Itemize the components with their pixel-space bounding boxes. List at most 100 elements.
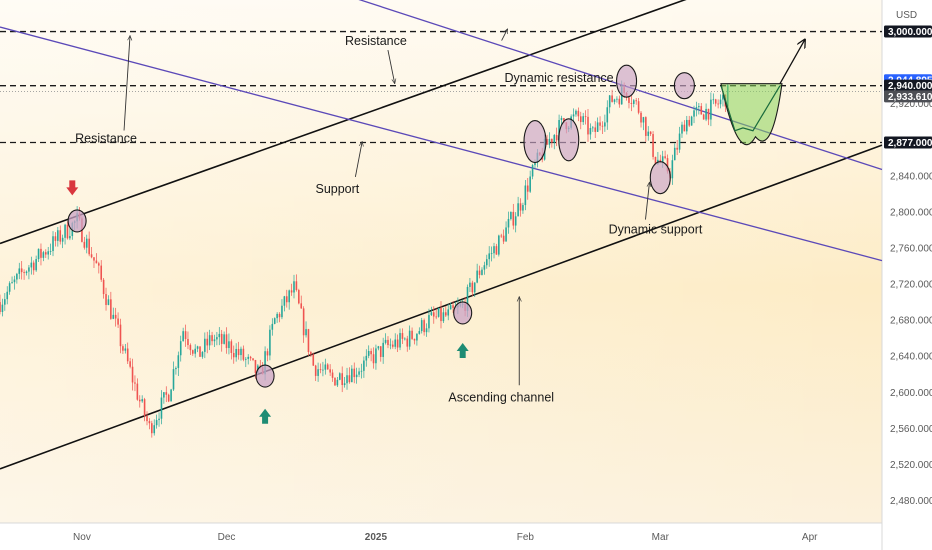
price-tag[interactable] (884, 25, 932, 38)
candle-body (141, 399, 143, 402)
candle-body (498, 235, 500, 255)
candle-body (273, 318, 276, 324)
touch-point-circle[interactable] (453, 301, 473, 325)
candle-body (90, 254, 93, 258)
candle-body (488, 253, 490, 260)
candle-body (341, 373, 343, 386)
touch-point-circle[interactable] (67, 209, 87, 233)
candle-body (642, 117, 645, 123)
candle-body (584, 116, 587, 118)
candle-body (582, 116, 584, 123)
buy-signal-arrow[interactable] (259, 408, 272, 424)
candle-body (245, 358, 247, 360)
trendline[interactable] (0, 0, 786, 245)
candle-body (194, 348, 196, 354)
sell-signal-arrow[interactable] (66, 180, 79, 196)
w-pattern-zone[interactable] (720, 83, 783, 146)
candle-body (223, 334, 225, 344)
buy-signal-arrow[interactable] (456, 342, 469, 358)
candle-body (589, 128, 592, 135)
price-tag[interactable] (884, 136, 932, 149)
candle-body (678, 133, 681, 150)
candle-body (42, 252, 45, 258)
candle-body (211, 335, 213, 342)
candle-body (16, 273, 18, 280)
candle-body (592, 127, 594, 129)
candle-body (64, 224, 66, 238)
candle-body (249, 356, 252, 359)
candle-body (411, 330, 413, 339)
candle-body (712, 99, 715, 101)
candle-body (360, 370, 363, 372)
candle-body (172, 369, 175, 390)
breakout-projection-arrow[interactable] (779, 40, 805, 84)
candle-body (230, 341, 233, 353)
candle-body (66, 224, 69, 239)
candle-body (35, 259, 37, 271)
reaction-zone-oval[interactable] (649, 161, 671, 195)
candle-body (44, 252, 47, 255)
candle-body (413, 338, 416, 341)
candle-body (61, 237, 64, 242)
annotation-pointer (501, 29, 509, 41)
candle-body (353, 368, 356, 378)
candle-body (355, 374, 358, 378)
candle-body (114, 314, 117, 319)
reaction-zone-oval[interactable] (616, 64, 638, 98)
candle-body (710, 99, 712, 120)
candle-body (177, 355, 180, 368)
candle-body (640, 112, 642, 123)
candle-body (358, 371, 360, 375)
reaction-zone-oval[interactable] (523, 120, 547, 164)
candle-body (389, 344, 392, 346)
price-tag[interactable] (884, 79, 932, 92)
candle-body (382, 342, 384, 357)
candle-body (93, 257, 95, 261)
candle-body (695, 107, 698, 111)
candle-body (98, 263, 100, 266)
candle-body (155, 420, 158, 426)
annotation-pointer (354, 141, 362, 178)
price-tag[interactable] (884, 90, 932, 103)
candle-body (136, 383, 139, 400)
candle-body (447, 309, 450, 316)
candle-body (406, 338, 409, 347)
candle-body (83, 241, 86, 248)
candle-body (500, 235, 503, 237)
candle-body (30, 262, 33, 268)
candle-body (216, 337, 218, 340)
candle-body (384, 339, 387, 343)
touch-point-circle[interactable] (255, 364, 275, 388)
candle-body (418, 331, 421, 334)
candle-body (673, 147, 676, 161)
candle-body (601, 125, 604, 127)
candle-body (59, 230, 62, 242)
candle-body (300, 303, 303, 309)
candle-body (37, 248, 40, 260)
candle-body (659, 159, 662, 162)
annotation-label: Ascending channel (448, 390, 554, 404)
candle-body (579, 116, 582, 123)
candle-body (191, 350, 194, 354)
price-tag-label: 2,877.000 (888, 138, 932, 149)
candle-body (281, 305, 283, 318)
candle-body (8, 283, 11, 292)
annotation-pointer (387, 49, 395, 84)
candle-body (88, 238, 90, 255)
candle-body (28, 267, 30, 272)
reaction-zone-oval[interactable] (673, 72, 695, 100)
candle-body (604, 122, 606, 127)
candle-body (105, 294, 107, 305)
annotation-pointer (123, 36, 130, 131)
w-pattern-path (720, 85, 781, 132)
candle-body (310, 352, 312, 355)
candle-body (319, 369, 322, 371)
candle-body (112, 314, 115, 319)
candle-body (575, 110, 577, 115)
reaction-zone-oval[interactable] (558, 118, 580, 162)
trendline[interactable] (0, 26, 883, 262)
candle-body (522, 205, 524, 211)
currency-label: USD (896, 10, 917, 21)
candle-body (476, 270, 478, 283)
